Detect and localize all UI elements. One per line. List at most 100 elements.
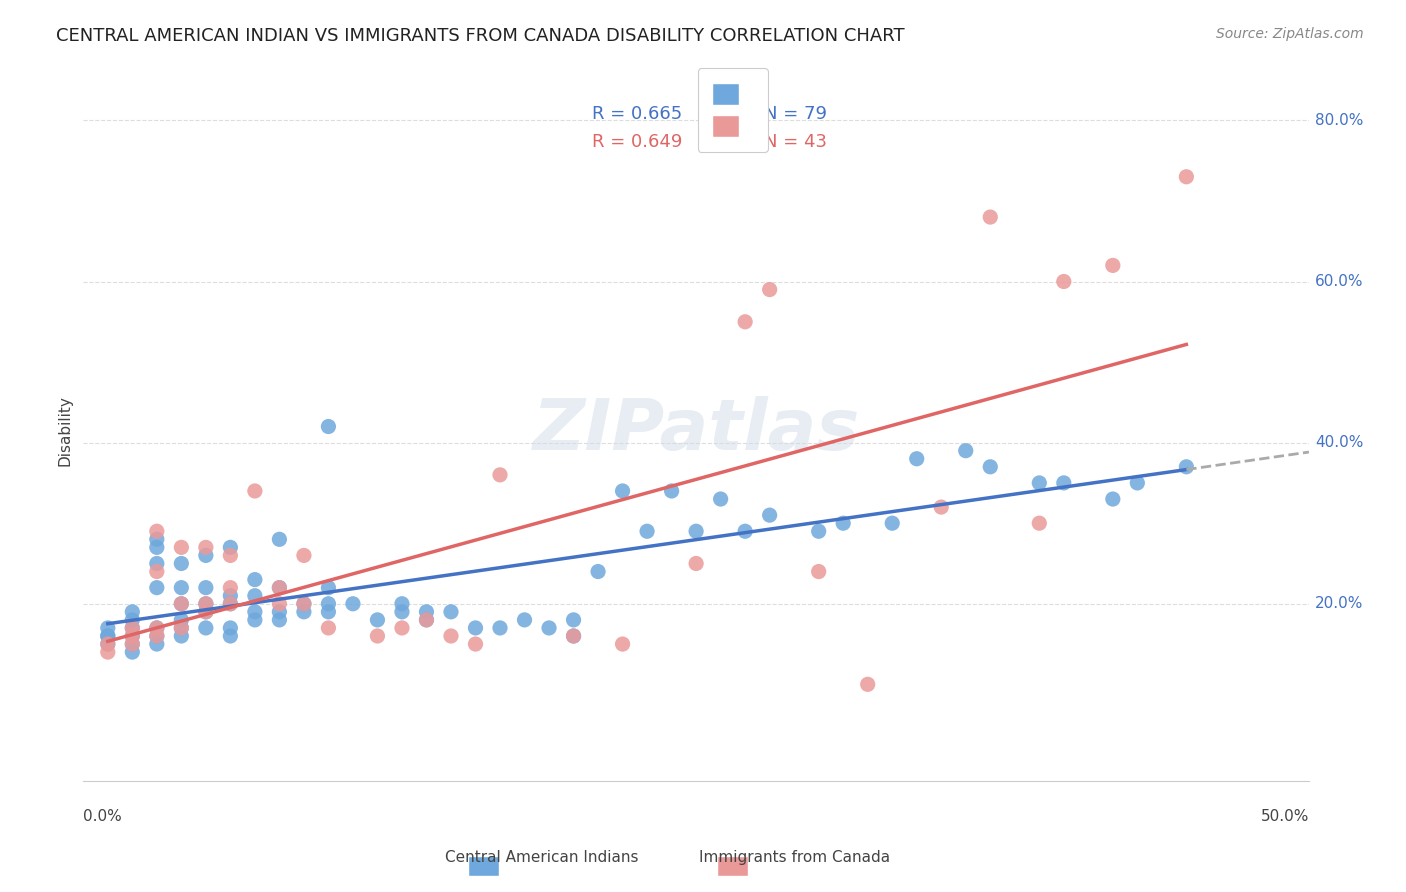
Point xyxy=(661,483,683,498)
Text: 0.0%: 0.0% xyxy=(83,809,122,824)
Point xyxy=(121,621,143,635)
Point xyxy=(318,621,340,635)
Point xyxy=(292,597,315,611)
Point xyxy=(243,483,266,498)
Point xyxy=(342,597,364,611)
Point xyxy=(1126,475,1149,490)
Point xyxy=(292,605,315,619)
Point xyxy=(1175,459,1198,474)
Point xyxy=(391,605,413,619)
Point xyxy=(170,613,193,627)
Point xyxy=(415,605,437,619)
Point xyxy=(1053,275,1076,289)
Text: N = 79: N = 79 xyxy=(763,104,827,122)
Point xyxy=(146,533,169,547)
Point xyxy=(170,597,193,611)
Point xyxy=(1101,259,1123,273)
Legend: , : , xyxy=(697,68,768,152)
Point xyxy=(415,613,437,627)
Text: N = 43: N = 43 xyxy=(763,133,827,151)
Point xyxy=(905,451,928,466)
Point xyxy=(1028,516,1050,531)
Point xyxy=(807,524,830,539)
Point xyxy=(269,533,291,547)
Point xyxy=(243,573,266,587)
Point xyxy=(292,597,315,611)
Point xyxy=(685,524,707,539)
Point xyxy=(612,483,634,498)
Text: R = 0.649: R = 0.649 xyxy=(592,133,682,151)
Point xyxy=(269,613,291,627)
Text: 20.0%: 20.0% xyxy=(1315,596,1364,611)
Point xyxy=(685,557,707,571)
Point xyxy=(440,629,463,643)
Point xyxy=(194,541,217,555)
Point xyxy=(391,597,413,611)
Point xyxy=(489,467,512,482)
Point xyxy=(562,613,585,627)
Point xyxy=(464,637,486,651)
Text: ZIPatlas: ZIPatlas xyxy=(533,396,860,465)
Text: CENTRAL AMERICAN INDIAN VS IMMIGRANTS FROM CANADA DISABILITY CORRELATION CHART: CENTRAL AMERICAN INDIAN VS IMMIGRANTS FR… xyxy=(56,27,905,45)
Point xyxy=(537,621,560,635)
Point xyxy=(1053,475,1076,490)
Point xyxy=(170,581,193,595)
Point xyxy=(194,597,217,611)
Point xyxy=(121,629,143,643)
Point xyxy=(734,524,756,539)
Point xyxy=(955,443,977,458)
Point xyxy=(366,613,388,627)
Text: Central American Indians: Central American Indians xyxy=(444,850,638,865)
Text: 60.0%: 60.0% xyxy=(1315,274,1364,289)
Point xyxy=(219,549,242,563)
Point xyxy=(219,597,242,611)
Text: 50.0%: 50.0% xyxy=(1261,809,1309,824)
Point xyxy=(318,597,340,611)
Point xyxy=(146,581,169,595)
Point xyxy=(194,597,217,611)
Point xyxy=(219,629,242,643)
Point xyxy=(170,629,193,643)
Point xyxy=(856,677,879,691)
Point xyxy=(97,629,120,643)
Point xyxy=(194,549,217,563)
Point xyxy=(170,621,193,635)
Point xyxy=(979,459,1001,474)
Point xyxy=(243,589,266,603)
Point xyxy=(146,565,169,579)
Point xyxy=(758,508,780,523)
Text: 80.0%: 80.0% xyxy=(1315,113,1364,128)
Point xyxy=(269,581,291,595)
Point xyxy=(170,597,193,611)
Point xyxy=(121,645,143,659)
Point xyxy=(1028,475,1050,490)
Point xyxy=(219,541,242,555)
Point xyxy=(464,621,486,635)
Point xyxy=(219,589,242,603)
Point xyxy=(146,557,169,571)
Point xyxy=(807,565,830,579)
Point xyxy=(97,637,120,651)
Text: Immigrants from Canada: Immigrants from Canada xyxy=(699,850,890,865)
Point xyxy=(194,581,217,595)
Point xyxy=(194,621,217,635)
Point xyxy=(979,210,1001,224)
Point xyxy=(562,629,585,643)
Point xyxy=(636,524,658,539)
Point xyxy=(194,605,217,619)
Point xyxy=(121,605,143,619)
Point xyxy=(146,637,169,651)
Point xyxy=(121,629,143,643)
Point xyxy=(121,621,143,635)
Point xyxy=(146,524,169,539)
Point xyxy=(121,637,143,651)
Point xyxy=(318,581,340,595)
Point xyxy=(1175,169,1198,184)
Point xyxy=(219,597,242,611)
Point xyxy=(146,621,169,635)
Point xyxy=(710,491,733,506)
Point xyxy=(146,621,169,635)
Point xyxy=(121,613,143,627)
Point xyxy=(170,621,193,635)
Point xyxy=(1101,491,1123,506)
